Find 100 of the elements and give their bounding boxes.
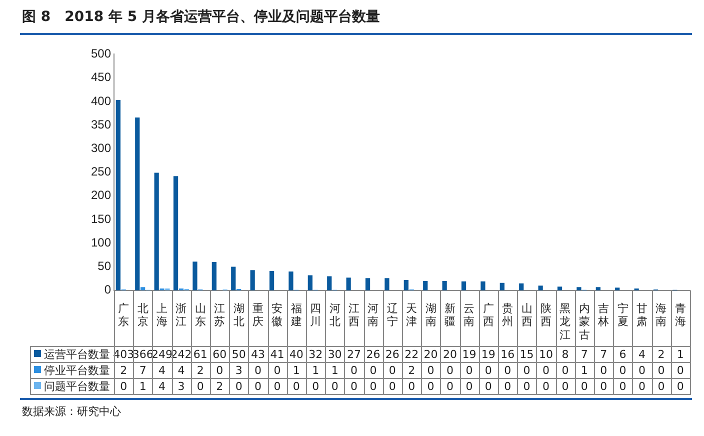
data-label: 16 [500,348,515,361]
x-tick-label: 陕西 [540,302,552,328]
bar [500,282,504,290]
x-tick-label: 湖南 [425,302,436,328]
data-label: 7 [600,348,608,361]
data-label: 0 [658,364,665,377]
data-label: 26 [366,348,380,361]
bar [231,266,236,290]
x-tick-label: 湖北 [233,302,244,328]
data-label: 0 [350,380,358,393]
data-label: 0 [235,380,242,393]
x-tick-label: 青海 [674,302,686,328]
data-label: 3 [235,364,242,377]
data-label: 0 [120,380,128,393]
x-tick-label: 江西 [348,302,360,328]
bar [480,281,486,290]
data-label: 0 [638,364,646,377]
x-tick-label: 安徽 [272,302,283,328]
data-label: 0 [619,380,626,393]
data-label: 4 [158,364,166,377]
data-label: 50 [232,348,246,361]
legend-label: 问题平台数量 [44,380,110,393]
chart-title: 图 8 2018 年 5 月各省运营平台、停业及问题平台数量 [22,8,380,26]
data-label: 10 [539,348,554,361]
x-tick-label: 山东 [194,302,206,328]
data-label: 0 [370,364,377,377]
bar [288,272,294,290]
data-label: 4 [178,364,185,377]
data-label: 1 [139,380,146,393]
data-label: 0 [350,364,358,377]
data-label: 1 [331,364,338,377]
data-label: 0 [658,380,665,393]
x-tick-label: 上海 [156,302,168,328]
legend-label: 停业平台数量 [44,364,110,377]
data-label: 27 [347,348,362,361]
data-label: 0 [484,380,492,393]
x-tick-label: 重庆 [252,302,264,328]
bar [308,275,312,290]
x-tick-label: 浙江 [176,302,187,328]
bar [192,262,198,290]
data-label: 1 [676,348,684,361]
data-label: 0 [619,364,626,377]
data-label: 0 [484,364,492,377]
data-label: 0 [562,364,569,377]
x-tick-label: 吉林 [597,302,610,328]
x-tick-label: 甘肃 [636,302,648,328]
bar [538,286,543,290]
x-tick-label: 山西 [521,302,532,328]
data-label: 0 [408,380,416,393]
data-label: 366 [132,348,154,361]
bar [269,271,274,290]
data-label: 0 [638,380,646,393]
data-label: 41 [270,348,284,361]
data-label: 0 [466,380,473,393]
data-label: 0 [292,380,300,393]
data-label: 0 [274,380,281,393]
x-tick-label: 云南 [464,302,475,328]
data-label: 0 [274,364,281,377]
data-label: 1 [312,364,320,377]
source-note: 数据来源：研究中心 [22,404,121,419]
data-label: 15 [520,348,534,361]
data-label: 22 [404,348,419,361]
data-label: 0 [446,380,454,393]
x-tick-label: 内蒙古 [578,302,590,342]
data-label: 0 [542,380,550,393]
data-label: 0 [216,364,224,377]
x-tick-label: 北京 [137,302,148,328]
x-tick-label: 天津 [406,302,418,328]
y-tick-label: 450 [90,70,112,84]
data-label: 0 [504,364,512,377]
y-tick-label: 350 [90,117,112,132]
bar [173,176,178,290]
data-label: 0 [580,380,588,393]
data-label: 0 [370,380,377,393]
data-label: 1 [580,364,588,377]
data-label: 6 [619,348,626,361]
data-label: 26 [385,348,400,361]
data-label: 0 [254,380,262,393]
bar [365,278,370,290]
x-tick-label: 黑龙江 [560,302,571,342]
data-label: 40 [289,348,304,361]
data-label: 8 [562,348,569,361]
data-label: 2 [658,348,665,361]
x-tick-label: 河南 [368,302,379,328]
data-label: 32 [308,348,323,361]
bar [461,281,466,290]
data-label: 7 [580,348,588,361]
data-label: 2 [196,364,204,377]
data-label: 0 [196,380,204,393]
data-label: 0 [523,380,530,393]
data-label: 19 [462,348,476,361]
bar [327,276,332,290]
data-label: 30 [328,348,342,361]
bar [576,287,582,290]
data-label: 61 [193,348,208,361]
x-tick-label: 广西 [482,302,494,328]
data-label: 249 [152,348,173,361]
data-label: 0 [600,364,608,377]
data-label: 0 [600,380,608,393]
x-tick-label: 贵州 [502,302,514,328]
